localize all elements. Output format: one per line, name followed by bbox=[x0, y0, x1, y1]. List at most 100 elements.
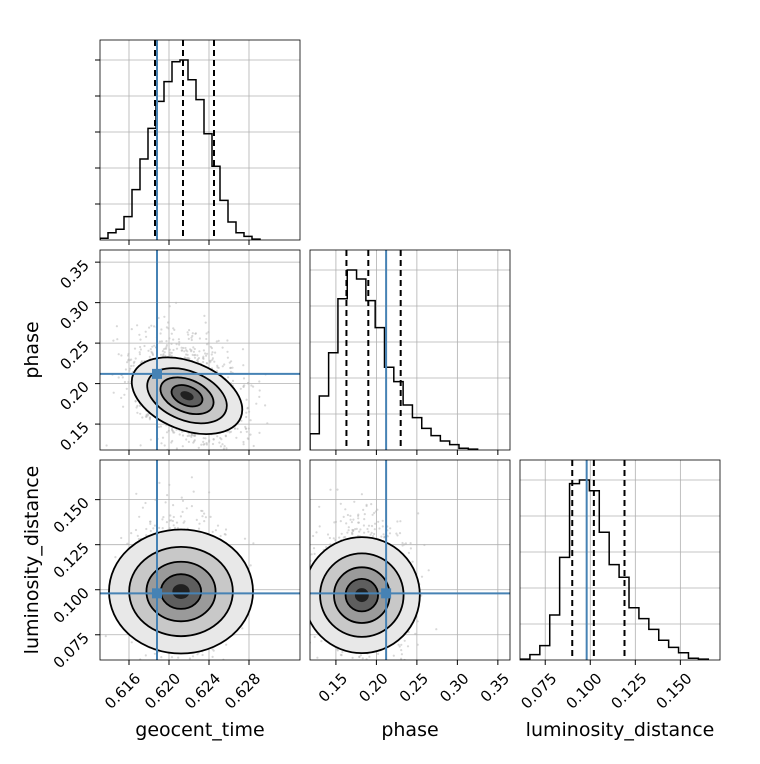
sample-point bbox=[185, 438, 188, 441]
sample-point bbox=[241, 627, 244, 630]
x-axis-label-phase: phase bbox=[381, 719, 438, 741]
sample-point bbox=[225, 447, 228, 450]
sample-point bbox=[242, 443, 245, 446]
sample-point bbox=[149, 522, 152, 526]
sample-point bbox=[201, 509, 204, 513]
sample-point bbox=[409, 542, 412, 545]
sample-point bbox=[158, 340, 161, 343]
sample-point bbox=[313, 552, 316, 556]
sample-point bbox=[180, 346, 183, 349]
sample-point bbox=[242, 440, 245, 444]
sample-point bbox=[164, 354, 167, 357]
sample-point bbox=[357, 514, 360, 518]
sample-point bbox=[395, 532, 398, 535]
sample-point bbox=[183, 350, 186, 353]
sample-point bbox=[235, 436, 238, 439]
sample-point bbox=[362, 508, 365, 511]
sample-point bbox=[191, 332, 194, 335]
sample-point bbox=[162, 516, 165, 519]
sample-point bbox=[133, 360, 136, 363]
sample-point bbox=[136, 411, 139, 414]
sample-point bbox=[227, 376, 230, 379]
sample-point bbox=[400, 653, 403, 656]
sample-point bbox=[186, 353, 189, 356]
sample-point bbox=[381, 525, 384, 528]
sample-point bbox=[202, 360, 205, 364]
sample-point bbox=[417, 512, 420, 515]
sample-point bbox=[158, 481, 161, 484]
sample-point bbox=[157, 425, 160, 429]
sample-point bbox=[355, 527, 358, 531]
sample-point bbox=[208, 491, 211, 494]
sample-point bbox=[310, 553, 313, 556]
panels-layer bbox=[99, 39, 721, 673]
sample-point bbox=[307, 591, 309, 593]
sample-point bbox=[353, 500, 356, 503]
histogram-luminosity_distance bbox=[520, 479, 710, 660]
sample-point bbox=[162, 354, 165, 357]
sample-point bbox=[378, 527, 381, 530]
sample-point bbox=[240, 419, 243, 422]
sample-point bbox=[170, 351, 173, 354]
sample-point bbox=[178, 343, 181, 346]
sample-point bbox=[187, 357, 190, 360]
sample-point bbox=[159, 332, 162, 335]
sample-point bbox=[170, 519, 173, 522]
sample-point bbox=[326, 533, 330, 536]
sample-point bbox=[307, 594, 309, 596]
sample-point bbox=[328, 536, 331, 540]
sample-point bbox=[404, 542, 407, 545]
sample-point bbox=[325, 546, 328, 549]
sample-point bbox=[306, 643, 308, 645]
sample-point bbox=[334, 539, 337, 542]
sample-point bbox=[193, 354, 196, 357]
sample-point bbox=[112, 339, 115, 342]
sample-point bbox=[204, 437, 207, 440]
sample-point bbox=[112, 391, 115, 394]
sample-point bbox=[186, 350, 189, 353]
sample-point bbox=[233, 427, 236, 430]
sample-point bbox=[211, 655, 214, 659]
sample-point bbox=[347, 526, 350, 529]
sample-point bbox=[196, 653, 199, 656]
sample-point bbox=[141, 416, 144, 419]
sample-point bbox=[304, 577, 306, 579]
sample-point bbox=[320, 640, 323, 643]
sample-point bbox=[255, 402, 258, 405]
sample-point bbox=[138, 351, 141, 354]
sample-point bbox=[190, 349, 193, 352]
sample-point bbox=[400, 649, 403, 652]
sample-point bbox=[302, 585, 304, 587]
sample-point bbox=[134, 400, 137, 403]
sample-point bbox=[336, 488, 339, 491]
y-tick-label-phase-4: 0.35 bbox=[56, 256, 92, 292]
sample-point bbox=[365, 658, 368, 660]
sample-point bbox=[215, 370, 219, 373]
sample-point bbox=[165, 344, 168, 347]
sample-point bbox=[182, 346, 185, 350]
sample-point bbox=[172, 524, 175, 527]
sample-point bbox=[175, 347, 179, 350]
sample-point bbox=[382, 533, 385, 536]
sample-point bbox=[392, 654, 395, 657]
sample-point bbox=[313, 635, 316, 639]
sample-point bbox=[216, 524, 220, 527]
sample-point bbox=[157, 316, 160, 320]
sample-point bbox=[377, 520, 380, 523]
sample-point bbox=[154, 498, 157, 501]
sample-point bbox=[289, 599, 291, 601]
sample-point bbox=[147, 349, 150, 352]
sample-point bbox=[246, 407, 249, 410]
sample-point bbox=[152, 527, 155, 530]
sample-point bbox=[386, 671, 388, 673]
sample-point bbox=[367, 524, 371, 527]
sample-point bbox=[124, 368, 127, 371]
sample-point bbox=[247, 427, 250, 430]
sample-point bbox=[381, 519, 384, 522]
sample-point bbox=[403, 639, 406, 642]
sample-point bbox=[161, 518, 164, 521]
sample-point bbox=[409, 547, 412, 550]
sample-point bbox=[203, 520, 206, 523]
sample-point bbox=[153, 524, 156, 527]
x-tick-label-phase-3: 0.30 bbox=[436, 670, 472, 706]
